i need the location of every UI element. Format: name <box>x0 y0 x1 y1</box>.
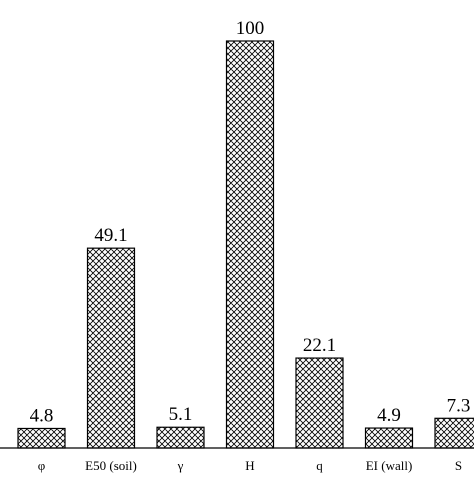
x-tick-label-5: EI (wall) <box>366 458 413 473</box>
bar-value-label-2: 5.1 <box>169 404 193 425</box>
x-tick-label-0: φ <box>38 458 46 473</box>
x-tick-label-1: E50 (soil) <box>85 458 137 473</box>
x-tick-label-3: H <box>245 458 254 473</box>
bar-value-label-3: 100 <box>236 18 265 39</box>
bar-value-label-6: 7.3 <box>447 395 471 416</box>
bar-4 <box>295 357 344 449</box>
bar-value-label-0: 4.8 <box>30 405 54 426</box>
bar-1 <box>86 247 136 449</box>
bar-6 <box>434 417 474 449</box>
bar-2 <box>156 426 205 449</box>
x-tick-label-6: S <box>455 458 462 473</box>
bar-0 <box>17 427 66 449</box>
value-labels-layer: 4.8 49.1 5.1 100 22.1 4.9 7.3 <box>30 18 471 426</box>
bar-5 <box>364 427 414 449</box>
bar-value-label-1: 49.1 <box>94 225 127 246</box>
x-tick-label-4: q <box>316 458 323 473</box>
x-tick-label-2: γ <box>177 458 184 473</box>
bars-layer <box>17 40 474 449</box>
bar-value-label-4: 22.1 <box>303 335 336 356</box>
bar-value-label-5: 4.9 <box>377 405 401 426</box>
bar-3 <box>225 40 275 449</box>
